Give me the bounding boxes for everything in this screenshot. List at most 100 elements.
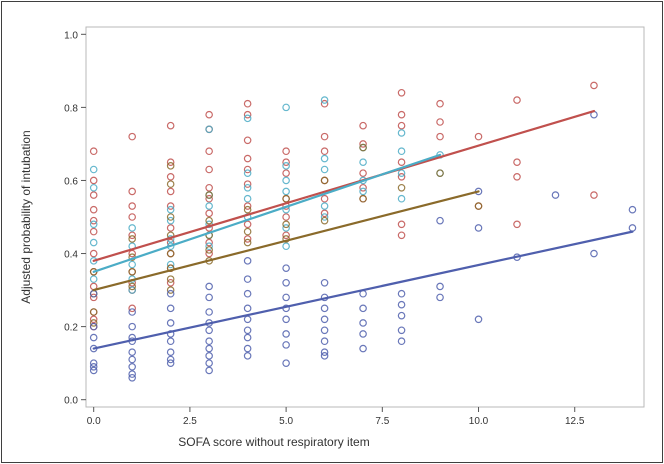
scatter-point-series-4 <box>320 315 329 324</box>
scatter-point-series-1 <box>166 173 175 181</box>
scatter-point-series-2 <box>243 114 252 123</box>
y-tick-label: 0.2 <box>64 323 78 334</box>
scatter-point-series-1 <box>166 187 175 196</box>
scatter-point-series-1 <box>243 220 252 229</box>
scatter-point-series-1 <box>89 176 98 185</box>
scatter-point-series-4 <box>205 337 213 346</box>
scatter-point-series-3 <box>282 194 290 203</box>
scatter-point-series-1 <box>282 231 290 240</box>
scatter-point-series-1 <box>282 169 290 177</box>
scatter-point-series-4 <box>397 311 406 320</box>
scatter-point-series-1 <box>89 249 98 258</box>
scatter-point-series-2 <box>89 183 98 192</box>
scatter-point-series-2 <box>320 213 329 221</box>
scatter-point-series-2 <box>243 194 252 203</box>
scatter-point-series-4 <box>205 344 213 353</box>
scatter-point-series-3 <box>397 183 406 192</box>
scatter-point-series-4 <box>166 355 175 364</box>
scatter-point-series-1 <box>205 165 213 174</box>
scatter-point-series-1 <box>166 121 175 130</box>
scatter-point-series-4 <box>359 319 367 327</box>
scatter-point-series-2 <box>205 242 213 251</box>
scatter-point-series-2 <box>282 176 290 185</box>
scatter-point-series-2 <box>282 162 290 170</box>
y-tick-label: 1.0 <box>64 30 78 41</box>
scatter-point-series-4 <box>243 304 252 313</box>
scatter-point-series-1 <box>205 249 213 258</box>
scatter-point-series-4 <box>128 370 136 378</box>
scatter-point-series-1 <box>359 169 367 177</box>
scatter-point-series-2 <box>243 183 252 192</box>
x-tick-label: 10.0 <box>469 416 489 427</box>
scatter-point-series-4 <box>128 322 136 331</box>
scatter-point-series-4 <box>243 344 252 353</box>
scatter-point-series-1 <box>397 220 406 229</box>
scatter-point-series-1 <box>359 121 367 130</box>
scatter-point-series-4 <box>205 326 213 335</box>
y-tick-label: 0.0 <box>64 396 78 407</box>
scatter-point-series-4 <box>89 359 98 367</box>
scatter-point-series-4 <box>128 308 136 316</box>
scatter-point-series-3 <box>436 169 444 177</box>
scatter-point-series-4 <box>474 315 483 324</box>
scatter-point-series-4 <box>320 278 329 287</box>
scatter-point-series-2 <box>397 169 406 177</box>
scatter-point-series-2 <box>282 242 290 251</box>
scatter-point-series-4 <box>166 359 175 367</box>
scatter-point-series-1 <box>359 183 367 192</box>
scatter-point-series-2 <box>128 260 136 269</box>
scatter-point-series-1 <box>474 132 483 141</box>
scatter-point-series-4 <box>436 282 444 291</box>
scatter-point-series-2 <box>205 202 213 210</box>
scatter-point-series-4 <box>282 359 290 367</box>
y-tick-label: 0.8 <box>64 103 78 114</box>
scatter-point-series-4 <box>282 293 290 302</box>
scatter-point-series-1 <box>320 132 329 141</box>
scatter-point-series-2 <box>320 154 329 163</box>
scatter-point-series-1 <box>166 278 175 287</box>
scatter-point-series-1 <box>243 235 252 243</box>
scatter-point-series-3 <box>359 194 367 203</box>
scatter-point-series-1 <box>243 180 252 188</box>
scatter-point-series-3 <box>166 275 175 283</box>
scatter-point-series-1 <box>89 205 98 214</box>
scatter-point-series-4 <box>205 293 213 302</box>
scatter-point-series-3 <box>128 268 136 276</box>
scatter-point-series-1 <box>513 96 521 104</box>
scatter-point-series-3 <box>89 308 98 316</box>
scatter-point-series-1 <box>282 213 290 221</box>
scatter-point-series-1 <box>243 154 252 163</box>
scatter-point-series-4 <box>436 293 444 302</box>
scatter-point-series-1 <box>243 110 252 119</box>
scatter-point-series-4 <box>205 366 213 375</box>
scatter-point-series-1 <box>513 158 521 166</box>
scatter-point-series-3 <box>128 235 136 243</box>
scatter-point-series-4 <box>166 319 175 327</box>
scatter-point-series-2 <box>166 205 175 214</box>
scatter-point-series-4 <box>397 289 406 298</box>
scatter-point-series-4 <box>128 373 136 382</box>
scatter-point-series-1 <box>89 293 98 302</box>
scatter-point-series-4 <box>551 191 560 199</box>
scatter-point-series-2 <box>359 158 367 166</box>
scatter-point-series-4 <box>205 352 213 360</box>
scatter-point-series-3 <box>474 202 483 210</box>
scatter-point-series-4 <box>282 341 290 349</box>
x-tick-label: 5.0 <box>279 416 293 427</box>
scatter-point-series-1 <box>128 304 136 313</box>
scatter-point-series-4 <box>166 289 175 298</box>
scatter-point-series-1 <box>89 147 98 156</box>
scatter-point-series-4 <box>359 344 367 353</box>
scatter-point-series-4 <box>436 216 444 225</box>
scatter-point-series-4 <box>243 333 252 342</box>
scatter-point-series-2 <box>282 224 290 232</box>
x-tick-label: 7.5 <box>375 416 389 427</box>
scatter-point-series-1 <box>128 187 136 196</box>
scatter-point-series-2 <box>320 202 329 210</box>
scatter-point-series-3 <box>166 286 175 294</box>
scatter-point-series-4 <box>128 348 136 356</box>
scatter-point-series-3 <box>282 220 290 229</box>
scatter-point-series-1 <box>89 216 98 225</box>
scatter-point-series-3 <box>243 205 252 214</box>
scatter-point-series-4 <box>166 348 175 356</box>
